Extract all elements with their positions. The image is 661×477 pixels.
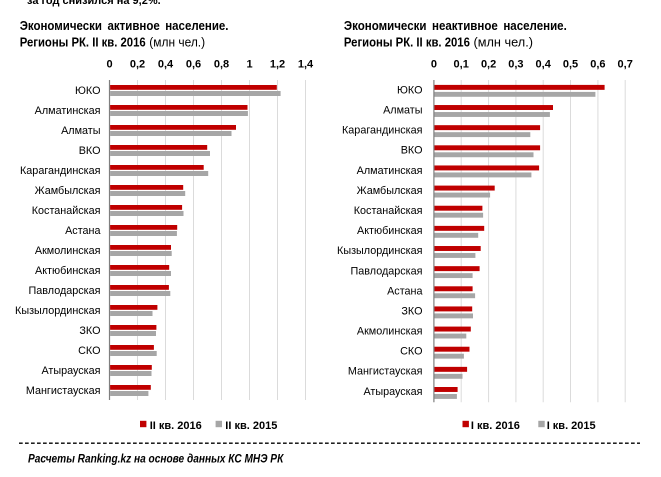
svg-text:0,5: 0,5: [563, 59, 578, 71]
svg-text:Кызылординская: Кызылординская: [15, 305, 101, 317]
svg-text:Экономически неактивное населе: Экономически неактивное население.: [344, 19, 567, 33]
svg-text:ВКО: ВКО: [79, 145, 101, 157]
svg-text:Регионы РК. II кв. 2016: Регионы РК. II кв. 2016: [20, 35, 146, 49]
svg-text:Экономически активное населени: Экономически активное население.: [20, 19, 229, 33]
svg-text:Акмолинская: Акмолинская: [35, 245, 101, 257]
svg-text:за год снизился на 9,2%.: за год снизился на 9,2%.: [27, 0, 161, 7]
svg-text:Астана: Астана: [65, 225, 100, 237]
svg-text:Атырауская: Атырауская: [41, 365, 100, 377]
svg-text:Кызылординская: Кызылординская: [337, 245, 423, 257]
svg-text:Алматинская: Алматинская: [35, 105, 101, 117]
svg-text:(млн чел.): (млн чел.): [149, 35, 205, 49]
svg-text:0,1: 0,1: [454, 59, 469, 71]
svg-text:0,4: 0,4: [158, 59, 174, 71]
svg-text:0,7: 0,7: [618, 59, 633, 71]
svg-text:Костанайская: Костанайская: [32, 205, 101, 217]
svg-text:Актюбинская: Актюбинская: [35, 265, 101, 277]
svg-text:ВКО: ВКО: [401, 145, 423, 157]
svg-text:0: 0: [431, 59, 437, 71]
svg-text:II кв. 2015: II кв. 2015: [225, 420, 277, 432]
svg-text:0: 0: [106, 59, 112, 71]
svg-text:Мангистауская: Мангистауская: [26, 385, 101, 397]
svg-text:1,4: 1,4: [298, 59, 314, 71]
svg-text:1,2: 1,2: [270, 59, 285, 71]
svg-text:Алматинская: Алматинская: [357, 165, 423, 177]
svg-text:Атырауская: Атырауская: [363, 386, 422, 398]
svg-text:СКО: СКО: [400, 346, 422, 358]
svg-text:Костанайская: Костанайская: [354, 205, 423, 217]
svg-text:ЮКО: ЮКО: [75, 85, 100, 97]
svg-text:Актюбинская: Актюбинская: [357, 225, 423, 237]
svg-text:Алматы: Алматы: [61, 125, 101, 137]
svg-text:Жамбылская: Жамбылская: [35, 185, 101, 197]
svg-text:I кв. 2016: I кв. 2016: [471, 420, 520, 432]
svg-text:Павлодарская: Павлодарская: [351, 265, 423, 277]
svg-text:Алматы: Алматы: [383, 105, 423, 117]
svg-text:Мангистауская: Мангистауская: [348, 366, 423, 378]
svg-text:Карагандинская: Карагандинская: [20, 165, 101, 177]
svg-text:0,4: 0,4: [536, 59, 552, 71]
svg-text:Расчеты Ranking.kz на основе д: Расчеты Ranking.kz на основе данных КС М…: [28, 452, 285, 466]
svg-text:I кв. 2015: I кв. 2015: [547, 420, 596, 432]
svg-text:Акмолинская: Акмолинская: [357, 326, 423, 338]
svg-text:0,6: 0,6: [590, 59, 605, 71]
svg-text:II кв. 2016: II кв. 2016: [150, 420, 202, 432]
svg-text:1: 1: [246, 59, 252, 71]
svg-text:0,6: 0,6: [186, 59, 201, 71]
svg-text:ЮКО: ЮКО: [397, 85, 422, 97]
svg-text:ЗКО: ЗКО: [401, 305, 422, 317]
svg-text:ЗКО: ЗКО: [79, 325, 100, 337]
svg-text:(млн чел.): (млн чел.): [474, 35, 534, 49]
svg-text:0,8: 0,8: [214, 59, 229, 71]
svg-text:0,2: 0,2: [481, 59, 496, 71]
svg-text:Регионы РК. II кв. 2016: Регионы РК. II кв. 2016: [344, 35, 470, 49]
svg-text:Карагандинская: Карагандинская: [342, 125, 423, 137]
svg-text:СКО: СКО: [78, 345, 100, 357]
svg-text:Павлодарская: Павлодарская: [29, 285, 101, 297]
svg-text:Жамбылская: Жамбылская: [357, 185, 423, 197]
svg-text:0,2: 0,2: [130, 59, 145, 71]
svg-text:Астана: Астана: [387, 285, 422, 297]
svg-text:0,3: 0,3: [508, 59, 523, 71]
